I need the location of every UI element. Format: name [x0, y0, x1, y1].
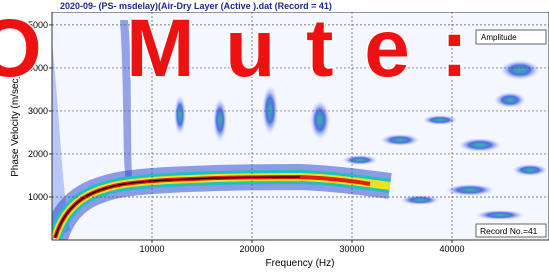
y-tick-label: 3000: [28, 106, 48, 116]
record-label: Record No.=41: [480, 226, 538, 236]
overlay-text: O Mute: 3: [0, 3, 549, 94]
x-tick-label: 30000: [339, 244, 364, 254]
x-axis-label: Frequency (Hz): [266, 258, 335, 269]
x-tick-label: 40000: [439, 244, 464, 254]
y-tick-label: 1000: [28, 192, 48, 202]
y-tick-label: 2000: [28, 149, 48, 159]
x-tick-label: 20000: [239, 244, 264, 254]
screenshot: 1000020000300004000010002000300040005000…: [0, 0, 549, 272]
x-tick-label: 10000: [139, 244, 164, 254]
chart-title: 2020-09- (PS- msdelay)(Air-Dry Layer (Ac…: [60, 1, 332, 11]
